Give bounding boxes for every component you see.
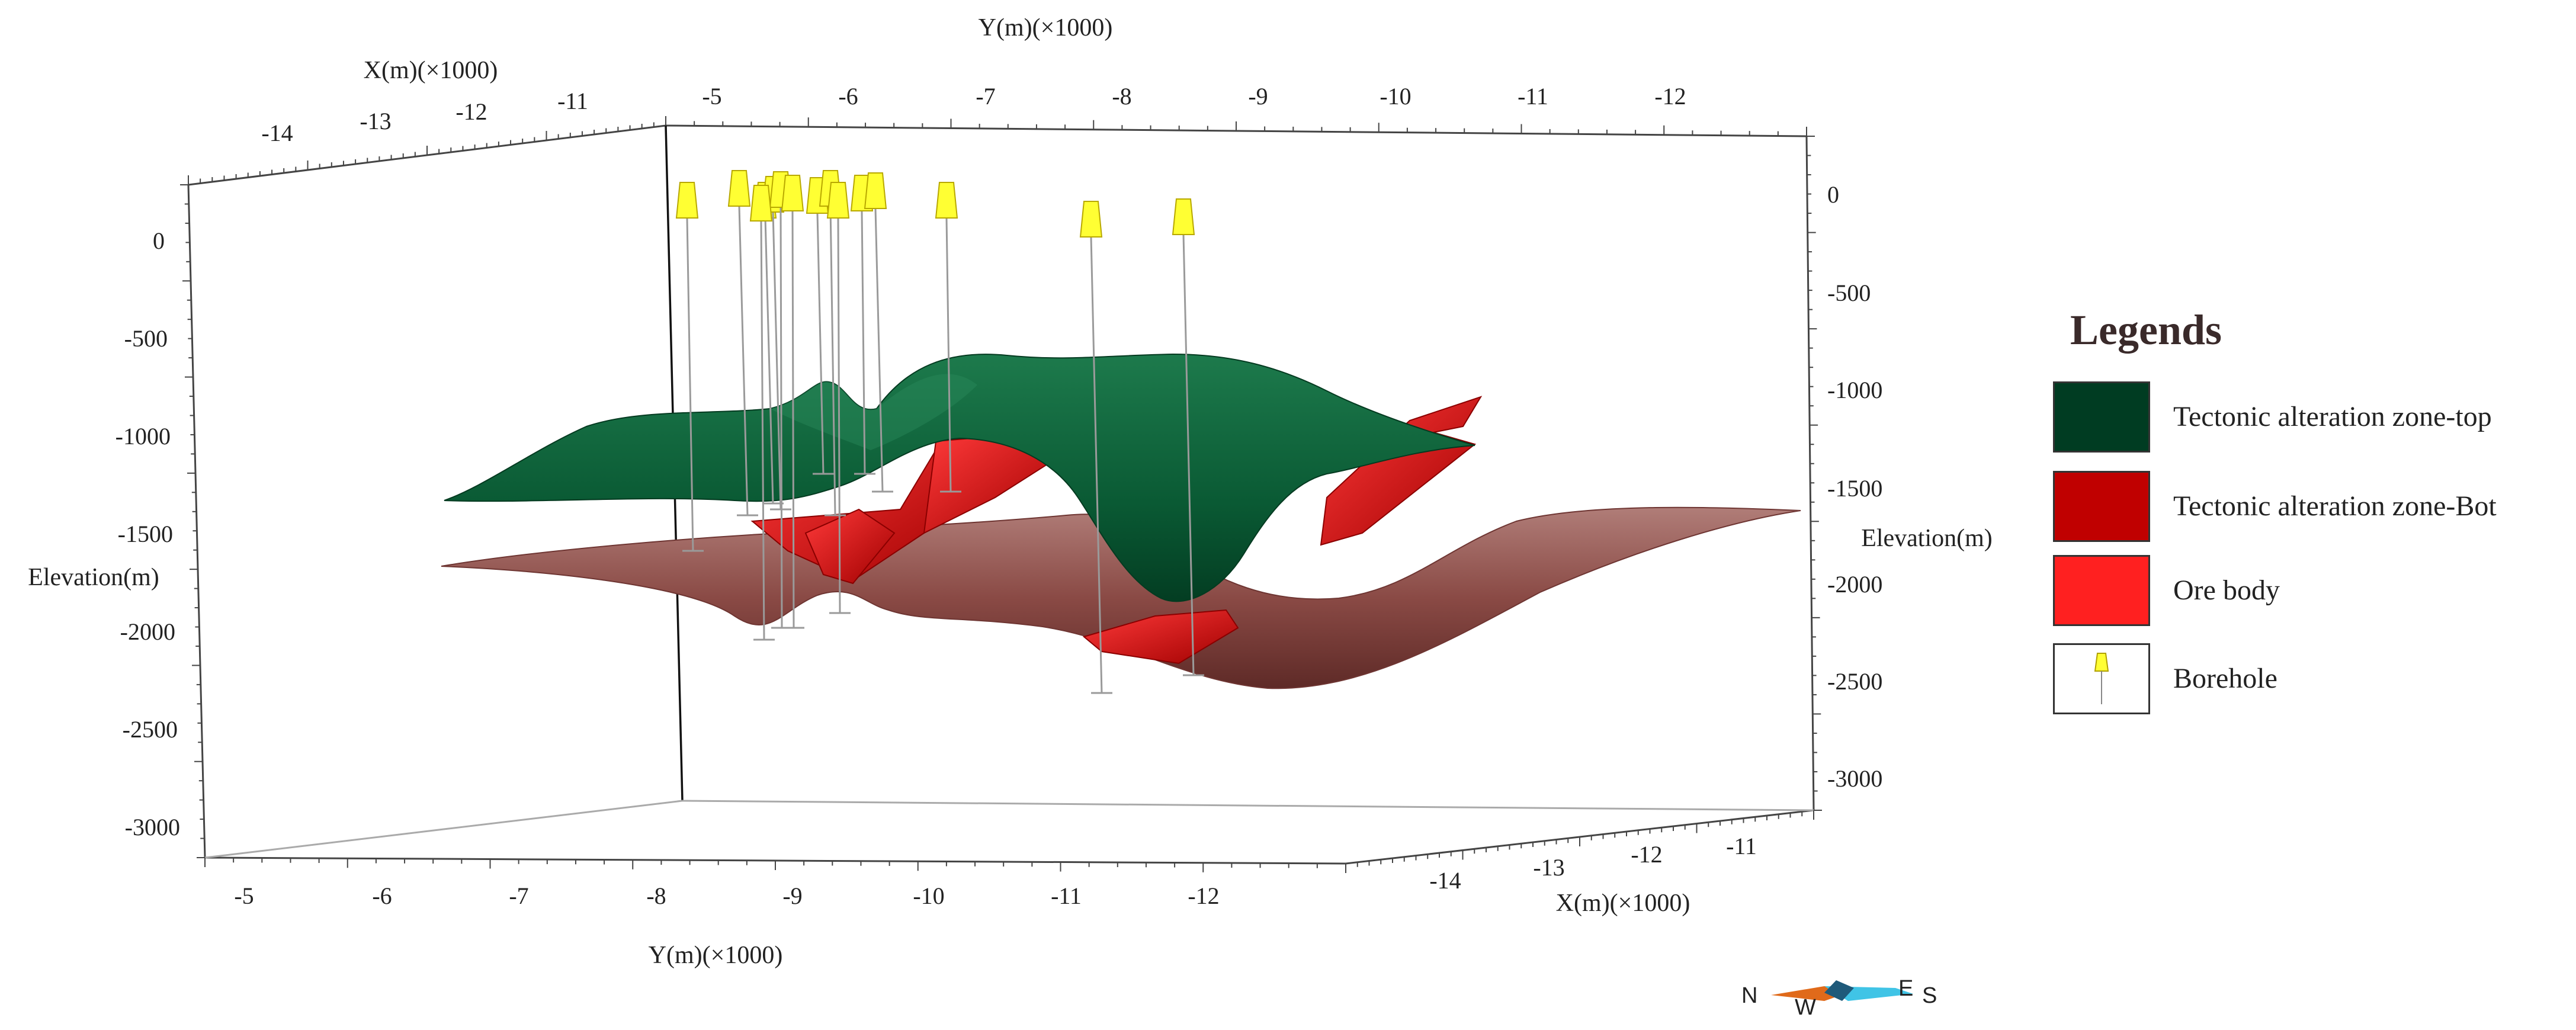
- tick-label-bottom-y: -12: [1188, 883, 1219, 909]
- ore-body: [804, 508, 896, 585]
- tick-label-left-elevation: -2000: [120, 618, 175, 645]
- tick-label-left-elevation: -1500: [118, 521, 173, 547]
- borehole-trace: [764, 217, 774, 504]
- legend-label: Borehole: [2173, 663, 2277, 694]
- tick-label-left-elevation: 0: [153, 227, 165, 254]
- compass-n: N: [1741, 983, 1758, 1008]
- tick-label-right-elevation: -500: [1827, 280, 1871, 306]
- borehole-trace: [1182, 234, 1195, 676]
- axis-title-top-x: X(m)(×1000): [364, 57, 498, 84]
- borehole-marker: [1079, 201, 1103, 238]
- tick-label-top-x: -14: [261, 120, 293, 146]
- frame-left-vertical: [187, 184, 206, 858]
- tick-label-right-elevation: -3000: [1827, 765, 1882, 792]
- legend-swatch-borehole: [2053, 643, 2150, 714]
- tick-label-top-y: -6: [838, 83, 858, 110]
- borehole-trace: [686, 217, 694, 551]
- tick-label-right-elevation: 0: [1827, 181, 1839, 208]
- tick-label-top-y: -9: [1248, 83, 1268, 110]
- legend-label: Ore body: [2173, 575, 2280, 606]
- borehole-trace: [829, 206, 836, 516]
- tick-label-bottom-y: -10: [913, 883, 944, 909]
- tick-label-bottom-y: -5: [234, 883, 254, 909]
- legend-label: Tectonic alteration zone-top: [2173, 401, 2492, 432]
- borehole-marker: [749, 185, 773, 222]
- borehole-trace: [791, 210, 795, 628]
- tick-label-right-elevation: -1000: [1827, 377, 1882, 403]
- frame-floor-left: [204, 800, 683, 859]
- tick-label-bottom-y: -7: [509, 883, 528, 909]
- borehole-marker: [675, 182, 699, 219]
- axis-title-top-y: Y(m)(×1000): [979, 14, 1113, 41]
- tick-label-bottom-y: -6: [372, 883, 392, 909]
- legend-label: Tectonic alteration zone-Bot: [2173, 490, 2497, 522]
- minor-ticks: [180, 116, 1822, 873]
- tick-label-top-x: -13: [360, 108, 391, 134]
- axis-title-bottom-x: X(m)(×1000): [1556, 890, 1690, 917]
- tick-label-top-y: -5: [702, 83, 721, 110]
- tick-label-bottom-y: -11: [1051, 883, 1082, 909]
- borehole-trace: [779, 207, 783, 628]
- tick-label-left-elevation: -3000: [125, 814, 180, 840]
- borehole-trace: [760, 220, 765, 640]
- tick-label-right-elevation: -1500: [1827, 475, 1882, 502]
- borehole-marker: [864, 172, 887, 209]
- tick-label-right-elevation: -2000: [1827, 571, 1882, 598]
- borehole-trace: [738, 206, 749, 516]
- compass-s: S: [1922, 983, 1937, 1008]
- borehole-trace: [772, 211, 782, 510]
- tick-label-top-x: -12: [455, 98, 487, 125]
- borehole-marker: [935, 182, 958, 219]
- axis-labels: Y(m)(×1000) X(m)(×1000) Y(m)(×1000) X(m)(×1…: [28, 14, 1993, 969]
- legend-swatch-bot-zone: [2053, 471, 2150, 542]
- tick-label-top-y: -7: [976, 83, 995, 110]
- tick-label-left-elevation: -500: [124, 325, 168, 352]
- tick-label-bottom-x: -14: [1429, 867, 1461, 894]
- borehole-trace: [1090, 236, 1103, 694]
- borehole-trace: [874, 208, 884, 492]
- tick-label-bottom-x: -13: [1533, 854, 1564, 881]
- axis-title-right-elevation: Elevation(m): [1861, 525, 1993, 552]
- borehole-trace: [945, 217, 952, 492]
- bounding-box: [187, 124, 1815, 865]
- borehole-trace: [816, 213, 825, 474]
- tick-label-bottom-x: -12: [1631, 841, 1662, 868]
- tick-label-top-y: -10: [1380, 83, 1411, 110]
- tick-label-left-elevation: -2500: [123, 716, 178, 743]
- compass-arrow-hub: [1824, 980, 1854, 1001]
- borehole-trace: [861, 210, 866, 474]
- tick-label-top-y: -11: [1518, 83, 1548, 110]
- frame-right-vertical: [1805, 136, 1815, 811]
- frame-floor-back: [682, 800, 1814, 811]
- borehole-marker: [826, 182, 850, 219]
- tick-label-bottom-y: -8: [646, 883, 666, 909]
- compass-e: E: [1898, 976, 1914, 1001]
- tick-label-right-elevation: -2500: [1827, 668, 1882, 695]
- borehole-marker: [1172, 198, 1195, 235]
- legend-title: Legends: [2070, 306, 2222, 354]
- compass-w: W: [1795, 995, 1816, 1020]
- legend-swatch-top-zone: [2053, 381, 2150, 453]
- borehole-trace: [837, 217, 841, 614]
- tick-label-bottom-x: -11: [1726, 833, 1757, 859]
- tick-label-top-y: -12: [1654, 83, 1686, 110]
- tick-label-top-y: -8: [1112, 83, 1131, 110]
- compass-rose: [1771, 980, 1913, 1001]
- borehole-marker: [727, 170, 751, 207]
- boreholes: [675, 170, 1204, 694]
- ore-body: [1082, 609, 1239, 665]
- tick-label-top-x: -11: [557, 88, 588, 114]
- tick-label-bottom-y: -9: [782, 883, 802, 909]
- ore-bodies: [750, 396, 1483, 665]
- tick-label-left-elevation: -1000: [116, 423, 171, 450]
- axis-title-left-elevation: Elevation(m): [28, 564, 159, 591]
- borehole-icon: [2094, 653, 2109, 704]
- top-surface: [444, 353, 1475, 602]
- legend-swatch-ore-body: [2053, 555, 2150, 626]
- axis-title-bottom-y: Y(m)(×1000): [649, 942, 783, 969]
- borehole-marker: [781, 175, 804, 211]
